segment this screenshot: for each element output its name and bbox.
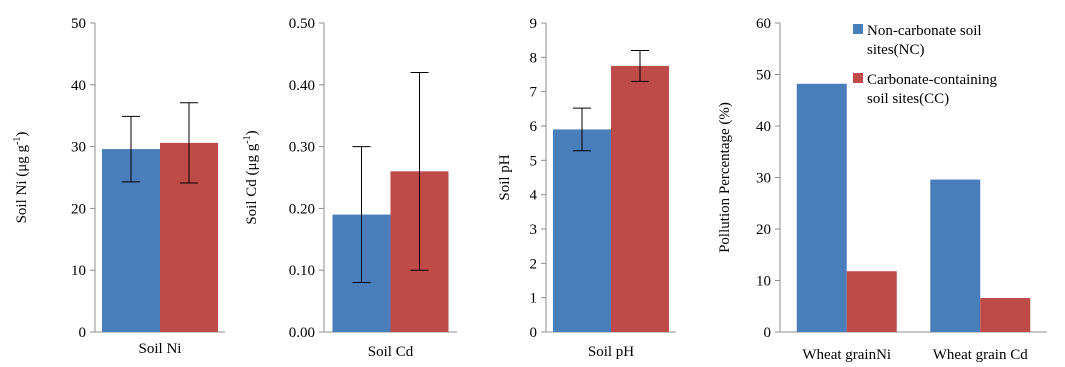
y-axis-label-main: Soil Ni (μg g (14, 144, 30, 223)
chart-panel-3: 0 1 2 3 4 5 6 7 8 9 Soil pH Soil pH (497, 16, 676, 360)
y-axis-label-sup: -1 (12, 137, 23, 145)
y-axis-label: Pollution Percentage (%) (717, 102, 733, 253)
y-tick-label: 60 (756, 16, 771, 32)
legend-nc-line2: sites(NC) (867, 42, 925, 58)
y-axis-label: Soil pH (497, 154, 513, 200)
category-label: Wheat grain Cd (933, 347, 1028, 362)
bar-cc (980, 298, 1031, 332)
chart-panel-4: 0 10 20 30 40 50 60 Pollution Percentage (%) Whe… (717, 16, 1047, 363)
y-axis-label-main: Pollution Percentage (%) (717, 102, 733, 253)
bar-nc (796, 83, 847, 333)
y-tick-label: 0.50 (289, 16, 315, 32)
legend: Non-carbonate soil sites(NC) Carbonate-con… (853, 23, 997, 107)
y-tick-label: 50 (71, 16, 86, 32)
category-label: Wheat grainNi (802, 347, 891, 362)
y-tick-label: 0.00 (289, 325, 315, 341)
y-axis-label: Soil Ni (μg g-1) (12, 132, 30, 224)
y-tick-label: 2 (530, 256, 538, 272)
y-tick-label: 0 (764, 325, 772, 341)
y-tick-label: 30 (756, 171, 771, 187)
y-tick-label: 8 (530, 50, 538, 66)
category-label: Soil Ni (139, 341, 182, 357)
y-tick-label: 10 (756, 274, 771, 290)
y-axis-label-main: Soil Cd (μg g (244, 143, 260, 224)
y-tick-label: 30 (71, 140, 86, 156)
y-tick-label: 3 (530, 222, 538, 238)
y-axis-label: Soil Cd (μg g-1) (242, 130, 260, 224)
y-tick-label: 0.30 (289, 140, 315, 156)
y-axis-label-sup: -1 (242, 135, 253, 143)
y-axis-label-end: ) (244, 130, 260, 135)
y-tick-label: 6 (530, 119, 538, 135)
chart-panel-2: 0.00 0.10 0.20 0.30 0.40 0.50 Soil Cd (μg g-1)… (242, 16, 457, 360)
legend-swatch-cc (853, 73, 863, 83)
category-label: Soil Cd (368, 344, 414, 360)
bar-cc (611, 65, 669, 333)
y-tick-label: 1 (530, 291, 538, 307)
y-tick-label: 4 (530, 188, 538, 204)
y-tick-label: 0.10 (289, 263, 315, 279)
bar-nc (553, 129, 611, 332)
y-tick-label: 9 (530, 16, 538, 32)
y-tick-label: 40 (756, 119, 771, 135)
y-tick-label: 0.40 (289, 78, 315, 94)
y-tick-label: 0 (530, 325, 538, 341)
y-tick-label: 0.20 (289, 201, 315, 217)
legend-swatch-nc (853, 24, 863, 34)
y-tick-label: 7 (530, 85, 538, 101)
bar-cc (846, 271, 897, 332)
legend-nc-line1: Non-carbonate soil (867, 23, 982, 39)
legend-cc-line2: soil sites(CC) (867, 91, 949, 107)
y-tick-label: 20 (71, 201, 86, 217)
y-tick-label: 5 (530, 153, 538, 169)
y-axis-label-end: ) (14, 132, 30, 137)
y-tick-label: 10 (71, 263, 86, 279)
y-tick-label: 0 (79, 325, 87, 341)
y-tick-label: 20 (756, 222, 771, 238)
legend-cc-line1: Carbonate-containing (867, 72, 997, 88)
category-label: Soil pH (588, 344, 634, 360)
y-tick-label: 50 (756, 68, 771, 84)
chart-panel-1: 0 10 20 30 40 50 Soil Ni (μg g-1) Soil Ni (12, 16, 225, 357)
y-tick-label: 40 (71, 78, 86, 94)
bar-nc (930, 179, 981, 332)
y-axis-label-main: Soil pH (497, 154, 513, 200)
